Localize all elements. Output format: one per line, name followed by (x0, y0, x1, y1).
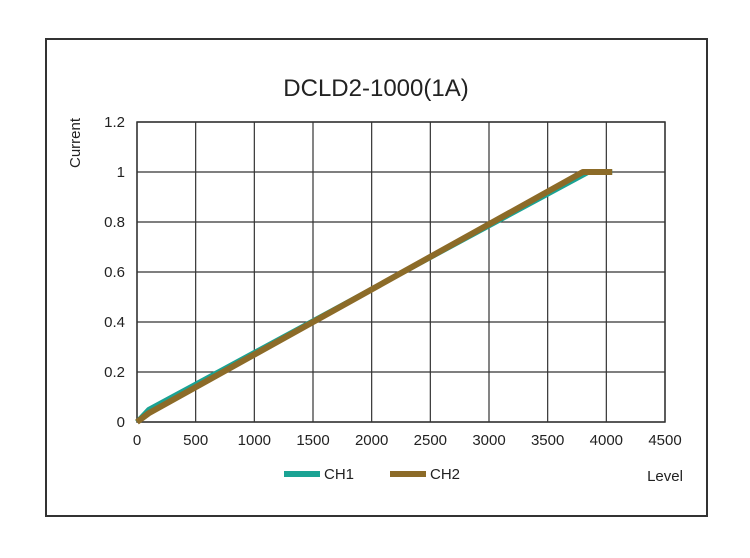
y-tick-label: 0.2 (104, 364, 125, 381)
x-axis-label: Level (647, 468, 683, 485)
chart-frame (45, 38, 708, 517)
legend: CH1 CH2 (284, 466, 460, 483)
chart-title: DCLD2-1000(1A) (283, 75, 468, 102)
y-tick-label: 0.8 (104, 214, 125, 231)
legend-label-ch1: CH1 (324, 466, 354, 483)
y-tick-label: 0 (117, 414, 125, 431)
plot-area-border (136, 121, 666, 423)
x-tick-label: 1000 (238, 432, 271, 449)
y-tick-label: 1.2 (104, 114, 125, 131)
series-lines (135, 169, 613, 425)
tick-labels: 0 500 1000 1500 2000 2500 3000 3500 4000 4500 0 0.2… (104, 114, 682, 449)
x-tick-label: 4000 (590, 432, 623, 449)
x-tick-label: 2500 (414, 432, 447, 449)
x-tick-label: 4500 (648, 432, 681, 449)
series-line-ch2 (135, 169, 613, 425)
x-tick-label: 2000 (355, 432, 388, 449)
x-tick-label: 3000 (472, 432, 505, 449)
x-tick-label: 0 (133, 432, 141, 449)
y-tick-label: 0.4 (104, 314, 125, 331)
y-tick-label: 0.6 (104, 264, 125, 281)
y-axis-label: Current (67, 117, 84, 168)
x-tick-label: 1500 (296, 432, 329, 449)
x-tick-label: 3500 (531, 432, 564, 449)
legend-label-ch2: CH2 (430, 466, 460, 483)
x-tick-label: 500 (183, 432, 208, 449)
y-tick-label: 1 (117, 164, 125, 181)
